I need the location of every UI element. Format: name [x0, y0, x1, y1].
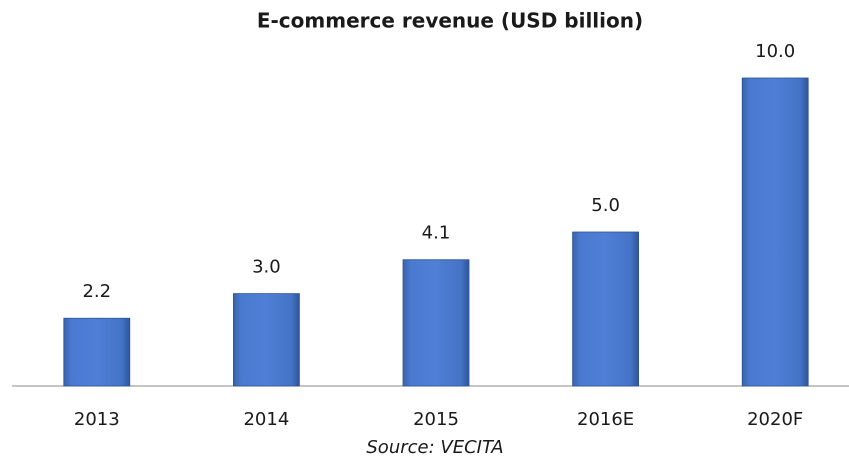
- value-label: 10.0: [755, 41, 795, 62]
- x-tick-label: 2014: [243, 409, 289, 430]
- value-label: 2.2: [82, 281, 111, 302]
- bar: [63, 317, 131, 387]
- x-tick-label: 2015: [413, 409, 459, 430]
- chart-title: E-commerce revenue (USD billion): [257, 9, 643, 33]
- bar: [572, 231, 639, 387]
- bar: [741, 77, 809, 387]
- value-label: 4.1: [422, 223, 451, 244]
- x-tick-label: 2013: [74, 409, 120, 430]
- x-tick-label: 2016E: [577, 409, 634, 430]
- x-tick-label: 2020F: [747, 409, 803, 430]
- source-note: Source: VECITA: [366, 437, 503, 458]
- bar: [232, 293, 300, 387]
- value-label: 3.0: [252, 257, 281, 278]
- bar: [402, 259, 470, 387]
- value-label: 5.0: [591, 195, 620, 216]
